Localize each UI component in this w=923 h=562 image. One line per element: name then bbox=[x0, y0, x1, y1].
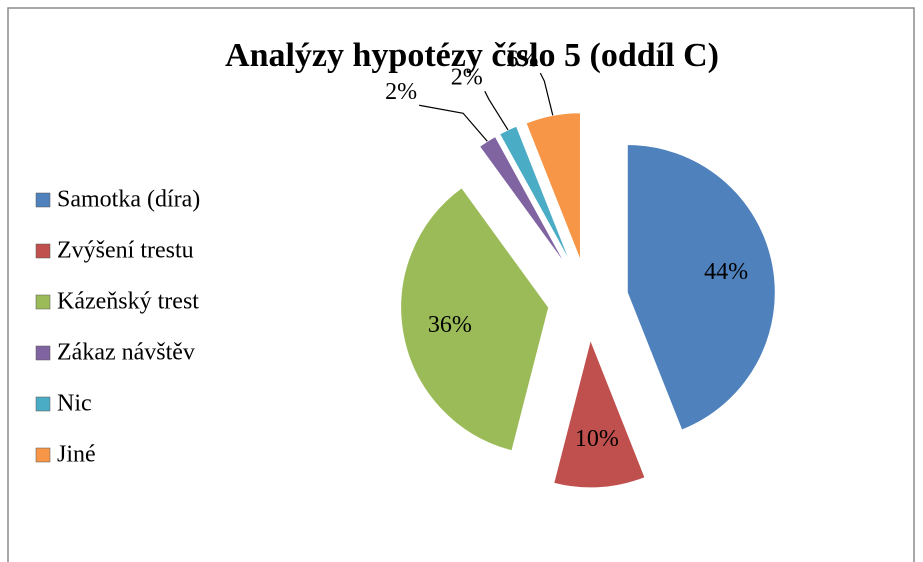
pie-slice bbox=[626, 144, 776, 431]
legend-swatch bbox=[35, 243, 51, 259]
leader-line bbox=[539, 72, 554, 116]
data-label: 6% bbox=[506, 47, 538, 73]
legend-swatch bbox=[35, 447, 51, 463]
data-label: 36% bbox=[428, 312, 472, 338]
legend-label: Zákaz návštěv bbox=[57, 340, 195, 366]
pie-slice bbox=[525, 112, 582, 261]
leader-line bbox=[484, 90, 509, 131]
leader-line bbox=[419, 104, 488, 142]
legend-label: Samotka (díra) bbox=[57, 187, 200, 213]
legend-swatch bbox=[35, 345, 51, 361]
legend-label: Kázeňský trest bbox=[57, 289, 199, 315]
pie-slice bbox=[498, 125, 572, 265]
legend-label: Jiné bbox=[57, 442, 96, 468]
pie-slice bbox=[553, 338, 646, 489]
pie-slice bbox=[400, 187, 550, 452]
legend-swatch bbox=[35, 396, 51, 412]
data-label: 44% bbox=[704, 259, 748, 285]
chart-title: Analýzy hypotézy číslo 5 (oddíl C) bbox=[225, 37, 719, 74]
legend-label: Zvýšení trestu bbox=[57, 238, 194, 264]
legend-swatch bbox=[35, 192, 51, 208]
legend-label: Nic bbox=[57, 391, 92, 417]
data-label: 2% bbox=[451, 65, 483, 91]
data-label: 10% bbox=[575, 426, 619, 452]
legend-swatch bbox=[35, 294, 51, 310]
data-label: 2% bbox=[385, 79, 417, 105]
